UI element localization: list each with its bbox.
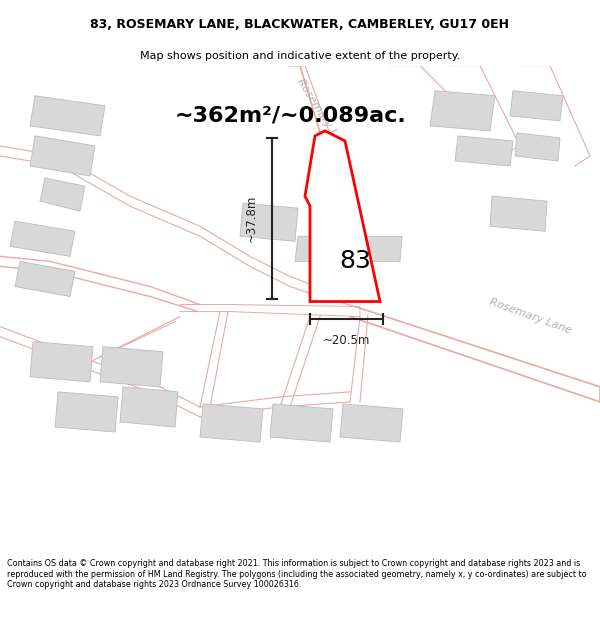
Text: ~37.8m: ~37.8m (245, 194, 258, 242)
Text: Map shows position and indicative extent of the property.: Map shows position and indicative extent… (140, 51, 460, 61)
Polygon shape (455, 136, 513, 166)
Polygon shape (100, 347, 163, 387)
Polygon shape (15, 261, 75, 296)
Text: Rosemary Lane: Rosemary Lane (488, 297, 572, 336)
Text: ~20.5m: ~20.5m (323, 334, 370, 347)
Polygon shape (270, 404, 333, 442)
Polygon shape (295, 236, 333, 261)
Polygon shape (240, 203, 298, 241)
Polygon shape (360, 236, 402, 261)
Polygon shape (30, 136, 95, 176)
Polygon shape (510, 91, 563, 121)
Text: Contains OS data © Crown copyright and database right 2021. This information is : Contains OS data © Crown copyright and d… (7, 559, 587, 589)
Polygon shape (200, 404, 263, 442)
Text: Rosemary Lane: Rosemary Lane (295, 76, 349, 155)
Text: 83: 83 (339, 249, 371, 273)
Polygon shape (490, 196, 547, 231)
Polygon shape (430, 91, 495, 131)
Polygon shape (340, 404, 403, 442)
Polygon shape (305, 131, 380, 301)
Polygon shape (120, 387, 178, 427)
Polygon shape (30, 96, 105, 136)
Polygon shape (30, 342, 93, 382)
Polygon shape (40, 178, 85, 211)
Text: 83, ROSEMARY LANE, BLACKWATER, CAMBERLEY, GU17 0EH: 83, ROSEMARY LANE, BLACKWATER, CAMBERLEY… (91, 18, 509, 31)
Polygon shape (55, 392, 118, 432)
Text: ~362m²/~0.089ac.: ~362m²/~0.089ac. (175, 106, 407, 126)
Polygon shape (10, 221, 75, 256)
Polygon shape (515, 133, 560, 161)
